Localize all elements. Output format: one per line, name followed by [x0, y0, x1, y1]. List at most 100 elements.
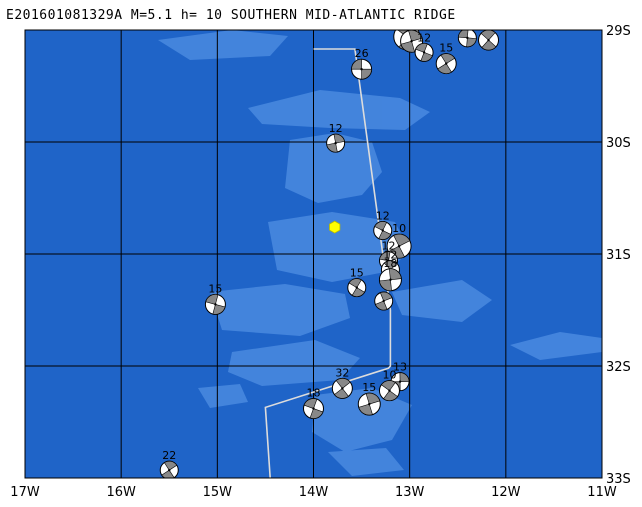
epicenter-marker	[329, 220, 341, 234]
depth-label: 18	[383, 257, 397, 270]
depth-label: 18	[307, 387, 321, 400]
focal-mechanism	[374, 291, 394, 311]
beachball-quadrant	[365, 392, 381, 405]
beachball-quadrant	[378, 230, 392, 240]
focal-mechanism: 26	[351, 47, 373, 80]
focal-mechanism: 15	[347, 267, 367, 298]
beachball-center	[388, 389, 391, 392]
depth-label: 12	[417, 31, 431, 44]
map-frame	[24, 29, 603, 479]
beachball-quadrant	[163, 460, 178, 471]
beachball-quadrant	[309, 408, 324, 419]
bathymetry-shading	[158, 30, 602, 476]
map-title: E201601081329A M=5.1 h= 10 SOUTHERN MID-…	[6, 8, 456, 23]
beachball-center	[487, 38, 490, 42]
beachball-center	[360, 68, 363, 71]
beachball-quadrant	[420, 52, 433, 62]
focal-mechanism: 18	[303, 387, 324, 420]
beachball-center	[398, 380, 402, 383]
lon-tick-label: 15W	[203, 485, 233, 500]
depth-label: 10	[392, 222, 406, 235]
beachball-quadrant	[388, 268, 402, 281]
focal-mechanism: 12	[373, 209, 393, 240]
lat-tick-label: 32S	[606, 360, 631, 375]
focal-mechanism: 12	[414, 31, 434, 62]
beachball-quadrant	[348, 278, 362, 289]
beachball-quadrant	[374, 221, 388, 231]
depth-label: 22	[162, 449, 176, 462]
beachball-center	[422, 51, 426, 54]
depth-label: 15	[350, 267, 364, 280]
focal-mechanism: 18	[378, 257, 402, 292]
depth-label: 26	[460, 17, 474, 30]
lon-tick-label: 17W	[10, 485, 40, 500]
beachball-center	[334, 141, 337, 145]
depth-label: 12	[329, 122, 343, 135]
depth-label: 12	[382, 240, 396, 253]
mid-atlantic-ridge	[264, 48, 392, 478]
lon-tick-label: 12W	[491, 485, 521, 500]
depth-label: 15	[362, 381, 376, 394]
beachball-center	[168, 468, 171, 472]
lat-tick-label: 30S	[606, 136, 631, 151]
beachball-quadrant	[466, 37, 477, 48]
beachball-quadrant	[205, 294, 219, 305]
focal-mechanism: 22	[159, 449, 179, 478]
focal-mechanism: 10	[478, 18, 500, 51]
epicenter-layer	[329, 220, 341, 234]
lat-tick-label: 29S	[606, 24, 631, 39]
beachball-quadrant	[379, 291, 393, 302]
depth-label: 10	[382, 369, 396, 382]
lon-tick-label: 13W	[395, 485, 425, 500]
lon-tick-label: 11W	[587, 485, 617, 500]
beachball-quadrant	[335, 378, 351, 389]
depth-label: 32	[335, 366, 349, 379]
beachball-center	[381, 229, 384, 232]
depth-label: 15	[405, 18, 419, 31]
beachball-quadrant	[458, 30, 469, 39]
beachball-center	[312, 407, 315, 410]
beachball-quadrant	[383, 390, 398, 401]
beachball-quadrant	[408, 30, 423, 42]
beachball-center	[341, 387, 344, 390]
longitude-labels: 17W 16W 15W 14W 13W 12W 11W	[10, 485, 617, 500]
beachball-center	[355, 286, 358, 289]
depth-label: 26	[355, 47, 369, 60]
beachball-center	[368, 402, 371, 406]
focal-mechanism: 32	[331, 366, 353, 399]
beachball-center	[214, 303, 217, 306]
beachball-quadrant	[361, 68, 372, 80]
depth-label: 15	[208, 282, 222, 295]
depth-label: 12	[383, 249, 397, 262]
focal-mechanism: 12	[326, 122, 346, 153]
beachball-quadrant	[383, 260, 398, 271]
lat-tick-label: 33S	[606, 472, 631, 487]
focal-mechanism: 15	[435, 42, 457, 75]
focal-mechanism: 15	[204, 282, 226, 315]
beachball-quadrant	[440, 53, 456, 65]
beachball-center	[389, 278, 392, 281]
lat-tick-label: 31S	[606, 248, 631, 263]
beachball-quadrant	[379, 251, 391, 262]
lon-tick-label: 16W	[106, 485, 136, 500]
beachball-center	[397, 244, 401, 248]
ridge-segment	[264, 48, 392, 478]
beachball-quadrant	[415, 43, 428, 53]
beachball-quadrant	[400, 40, 415, 53]
focal-mechanism: 26	[457, 17, 477, 48]
depth-label: 10	[482, 18, 496, 31]
beachball-quadrant	[393, 233, 411, 247]
beachball-quadrant	[437, 63, 452, 74]
focal-mechanism: 10	[386, 222, 412, 259]
beachball-quadrant	[303, 398, 318, 409]
beachball-quadrant	[212, 304, 226, 315]
depth-label: 10	[400, 12, 414, 25]
beachball-center	[410, 40, 413, 43]
focal-mechanism: 15	[357, 381, 381, 416]
latitude-labels: 29S 30S 31S 32S 33S	[606, 24, 631, 487]
beachball-quadrant	[351, 58, 362, 70]
beachball-quadrant	[481, 39, 497, 51]
beachball-quadrant	[333, 133, 345, 144]
lon-tick-label: 14W	[299, 485, 329, 500]
